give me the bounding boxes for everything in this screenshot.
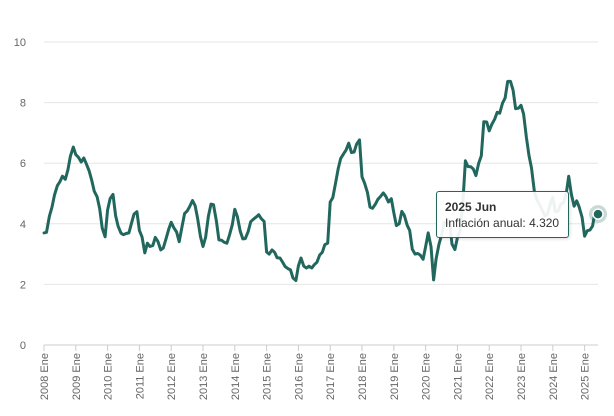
x-tick-label: 2014 Ene — [230, 353, 242, 400]
y-tick-label: 6 — [20, 158, 26, 170]
y-tick-label: 4 — [20, 219, 26, 231]
data-point-marker[interactable] — [592, 208, 604, 220]
x-tick-label: 2019 Ene — [389, 353, 401, 400]
y-tick-label: 2 — [20, 279, 26, 291]
y-tick-label: 0 — [20, 340, 26, 352]
x-tick-label: 2024 Ene — [548, 353, 560, 400]
x-tick-label: 2021 Ene — [452, 353, 464, 400]
series-layer — [42, 79, 600, 282]
x-tick-label: 2008 Ene — [39, 353, 51, 400]
x-tick-label: 2018 Ene — [357, 353, 369, 400]
x-tick-label: 2009 Ene — [71, 353, 83, 400]
x-tick-label: 2016 Ene — [293, 353, 305, 400]
x-tick-label: 2020 Ene — [421, 353, 433, 400]
x-tick-label: 2017 Ene — [325, 353, 337, 400]
x-tick-label: 2010 Ene — [103, 353, 115, 400]
y-tick-label: 8 — [20, 98, 26, 110]
y-axis-ticks: 0 2 4 6 8 10 — [14, 37, 26, 352]
x-tick-label: 2022 Ene — [484, 353, 496, 400]
grid-lines — [44, 41, 598, 285]
x-tick-label: 2025 Ene — [580, 353, 592, 400]
x-tick-label: 2023 Ene — [516, 353, 528, 400]
x-axis-ticks: 2008 Ene 2009 Ene 2010 Ene 2011 Ene 2012 Ene… — [39, 345, 592, 400]
tooltip-title: 2025 Jun — [445, 200, 497, 214]
tooltip-series-label: Inflación anual — [445, 216, 523, 230]
x-tick-label: 2011 Ene — [134, 353, 146, 399]
tooltip-value: 4.320 — [529, 216, 560, 230]
x-tick-label: 2015 Ene — [262, 353, 274, 400]
x-tick-label: 2012 Ene — [166, 353, 178, 400]
x-tick-label: 2013 Ene — [198, 353, 210, 400]
tooltip-value-row: Inflación anual: 4.320 — [445, 216, 560, 230]
series-line-inflacion-anual[interactable] — [42, 79, 600, 282]
hover-marker[interactable] — [589, 205, 607, 224]
tooltip: 2025 Jun Inflación anual: 4.320 — [436, 191, 570, 238]
y-tick-label: 10 — [14, 37, 26, 49]
